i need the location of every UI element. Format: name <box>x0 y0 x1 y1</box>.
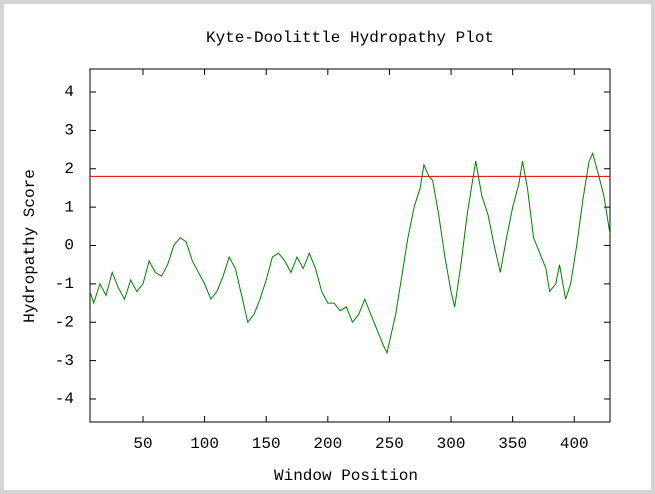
x-tick-label: 200 <box>313 435 342 453</box>
chart-title: Kyte-Doolittle Hydropathy Plot <box>206 29 494 47</box>
x-tick-label: 250 <box>375 435 404 453</box>
x-tick-label: 100 <box>190 435 219 453</box>
x-tick-label: 350 <box>498 435 527 453</box>
plot-frame <box>89 68 611 423</box>
y-tick-label: 2 <box>64 160 74 178</box>
y-tick-label: 0 <box>64 237 74 255</box>
hydropathy-line <box>89 151 611 355</box>
x-tick-label: 150 <box>252 435 281 453</box>
y-tick-label: -1 <box>55 275 74 293</box>
y-tick-label: 3 <box>64 122 74 140</box>
chart: Kyte-Doolittle Hydropathy Plot Window Po… <box>21 29 611 485</box>
y-tick-label: -4 <box>55 390 74 408</box>
y-tick-label: -2 <box>55 313 74 331</box>
x-tick-label: 400 <box>560 435 589 453</box>
x-axis-label: Window Position <box>274 467 418 485</box>
x-tick-label: 300 <box>437 435 466 453</box>
y-axis-label: Hydropathy Score <box>21 169 39 323</box>
x-tick-label: 50 <box>133 435 152 453</box>
y-tick-label: 1 <box>64 198 74 216</box>
y-tick-label: 4 <box>64 83 74 101</box>
y-tick-label: -3 <box>55 352 74 370</box>
